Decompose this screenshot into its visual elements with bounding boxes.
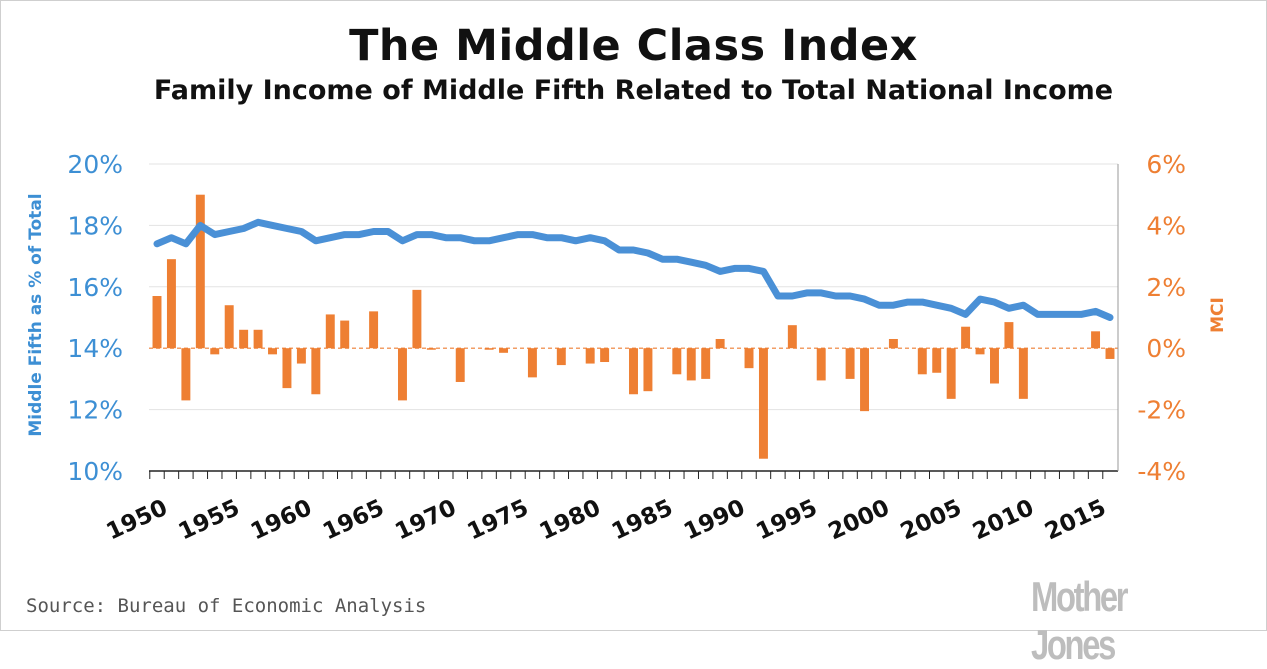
- mci-bar: [585, 348, 595, 364]
- mci-bar: [340, 320, 350, 349]
- x-tick-label: 2005: [897, 495, 966, 546]
- mci-bar: [946, 348, 956, 399]
- x-tick-label: 1975: [464, 495, 533, 546]
- mci-bar: [369, 311, 379, 349]
- x-tick-label: 1960: [247, 495, 316, 546]
- mci-bar: [282, 348, 292, 389]
- x-tick-label: 2015: [1041, 495, 1110, 546]
- mci-bar: [224, 305, 234, 349]
- axes: [149, 164, 1119, 479]
- mci-bar: [845, 348, 855, 379]
- right-y-tick-label: 6%: [1146, 150, 1186, 179]
- mci-bar: [701, 348, 711, 379]
- mci-bar: [1091, 331, 1101, 349]
- mci-bar: [455, 348, 465, 382]
- mci-bar: [426, 348, 436, 350]
- x-tick-label: 1965: [319, 495, 388, 546]
- mci-bar: [686, 348, 696, 381]
- mci-bar: [917, 348, 927, 375]
- x-tick-label: 1950: [103, 495, 172, 546]
- mci-bar: [253, 329, 263, 349]
- mci-bar: [629, 348, 638, 395]
- chart-subtitle: Family Income of Middle Fifth Related to…: [153, 75, 1114, 106]
- mci-bar: [975, 348, 985, 355]
- left-y-tick-label: 18%: [67, 211, 123, 240]
- mci-bar: [296, 348, 306, 364]
- mci-bar: [239, 329, 249, 349]
- mci-bar: [181, 348, 191, 401]
- chart-title: The Middle Class Index: [349, 21, 918, 71]
- source-note: Source: Bureau of Economic Analysis: [26, 595, 427, 617]
- mci-bar: [932, 348, 942, 373]
- mci-bar: [672, 348, 682, 375]
- grid-lines: [149, 163, 1118, 472]
- mci-bar: [758, 348, 768, 459]
- mci-bar: [643, 348, 653, 392]
- mci-bar: [816, 348, 826, 381]
- mci-bar: [210, 348, 220, 355]
- chart-svg: 10%12%14%16%18%20% -4%-2%0%2%4%6% 1950 19…: [26, 150, 1228, 546]
- x-tick-label: 1985: [608, 495, 677, 546]
- mci-bar: [860, 348, 870, 412]
- mci-bar: [787, 325, 797, 349]
- mci-bar: [484, 348, 494, 350]
- mci-bar: [1018, 348, 1028, 399]
- x-tick-label: 1970: [391, 495, 460, 546]
- mci-bar: [499, 348, 509, 353]
- mci-bar: [715, 338, 725, 349]
- mci-bar: [527, 348, 537, 378]
- mci-bar: [195, 194, 205, 349]
- mother-jones-logo: Mother Jones: [1031, 573, 1129, 668]
- right-y-axis-label: MCI: [1208, 297, 1228, 333]
- x-tick-label: 2000: [824, 495, 893, 546]
- mci-bar: [1105, 348, 1115, 359]
- left-y-ticks: 10% 12% 14% 16% 18% 20%: [67, 150, 123, 486]
- mci-bar: [961, 326, 971, 349]
- mci-bar: [397, 348, 407, 401]
- mci-bar: [990, 348, 999, 384]
- mci-bar: [325, 314, 335, 349]
- mci-bar: [152, 296, 162, 349]
- mci-bar: [556, 348, 566, 366]
- mci-bar: [268, 348, 277, 355]
- mci-bar: [1004, 322, 1014, 349]
- mci-bar: [412, 289, 422, 349]
- middle-fifth-line: [153, 218, 1114, 321]
- x-ticks: 1950 1955 1960 1965 1970 1975 1980 1985 1990 1995…: [103, 495, 1111, 546]
- x-tick-label: 1955: [175, 495, 244, 546]
- right-y-tick-label: 4%: [1146, 211, 1186, 240]
- left-y-tick-label: 10%: [67, 457, 123, 486]
- mci-bar: [744, 348, 754, 369]
- mci-bar: [166, 259, 176, 349]
- left-y-tick-label: 20%: [67, 150, 123, 179]
- x-tick-label: 2010: [969, 495, 1038, 546]
- left-y-tick-label: 14%: [67, 334, 123, 363]
- right-y-tick-label: -4%: [1137, 457, 1186, 486]
- x-tick-label: 1980: [536, 495, 605, 546]
- mci-bar: [888, 338, 898, 349]
- mci-bar: [600, 348, 610, 363]
- right-y-tick-label: -2%: [1137, 396, 1186, 425]
- x-tick-label: 1995: [752, 495, 821, 546]
- left-y-tick-label: 16%: [67, 273, 123, 302]
- x-tick-label: 1990: [680, 495, 749, 546]
- mci-bars: [152, 194, 1115, 459]
- right-y-tick-label: 2%: [1146, 273, 1186, 302]
- left-y-tick-label: 12%: [67, 396, 123, 425]
- left-y-axis-label: Middle Fifth as % of Total: [26, 193, 46, 436]
- right-y-tick-label: 0%: [1146, 334, 1186, 363]
- right-y-ticks: -4% -2% 0% 2% 4% 6%: [1137, 150, 1186, 486]
- mci-bar: [311, 348, 321, 395]
